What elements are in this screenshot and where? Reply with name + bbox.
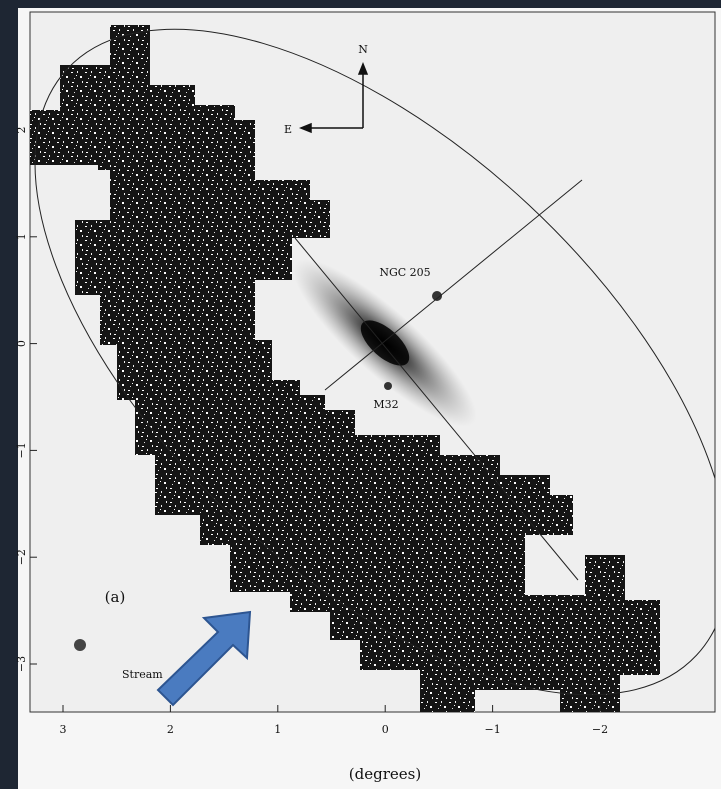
y-tick-label: −2 xyxy=(15,549,28,565)
east-label: E xyxy=(284,123,292,136)
x-tick-label: 2 xyxy=(167,723,174,736)
x-tick-label: 3 xyxy=(60,723,67,736)
x-tick-label: 1 xyxy=(274,723,281,736)
star xyxy=(74,639,86,651)
m32-blob xyxy=(384,382,392,390)
x-axis-label: (degrees) xyxy=(349,765,421,783)
stream-label: Stream xyxy=(122,668,163,681)
m32-label: M32 xyxy=(373,398,398,411)
north-label: N xyxy=(358,43,368,56)
y-tick-label: 2 xyxy=(15,127,28,134)
y-tick-label: −1 xyxy=(15,442,28,458)
page: {"figure": { "x_axis": {"ticks": ["3", "… xyxy=(0,0,721,789)
figure: N E NGC 205 M32 (a) Stream (degrees) 3 2 1… xyxy=(0,0,721,789)
panel-label: (a) xyxy=(105,588,126,606)
frame-top xyxy=(0,0,721,8)
x-tick-label: −1 xyxy=(484,723,500,736)
y-tick-label: −3 xyxy=(15,656,28,672)
y-tick-label: 0 xyxy=(15,340,28,347)
ngc205-label: NGC 205 xyxy=(379,266,430,279)
y-tick-label: 1 xyxy=(15,233,28,240)
x-tick-label: 0 xyxy=(382,723,389,736)
x-tick-label: −2 xyxy=(592,723,608,736)
